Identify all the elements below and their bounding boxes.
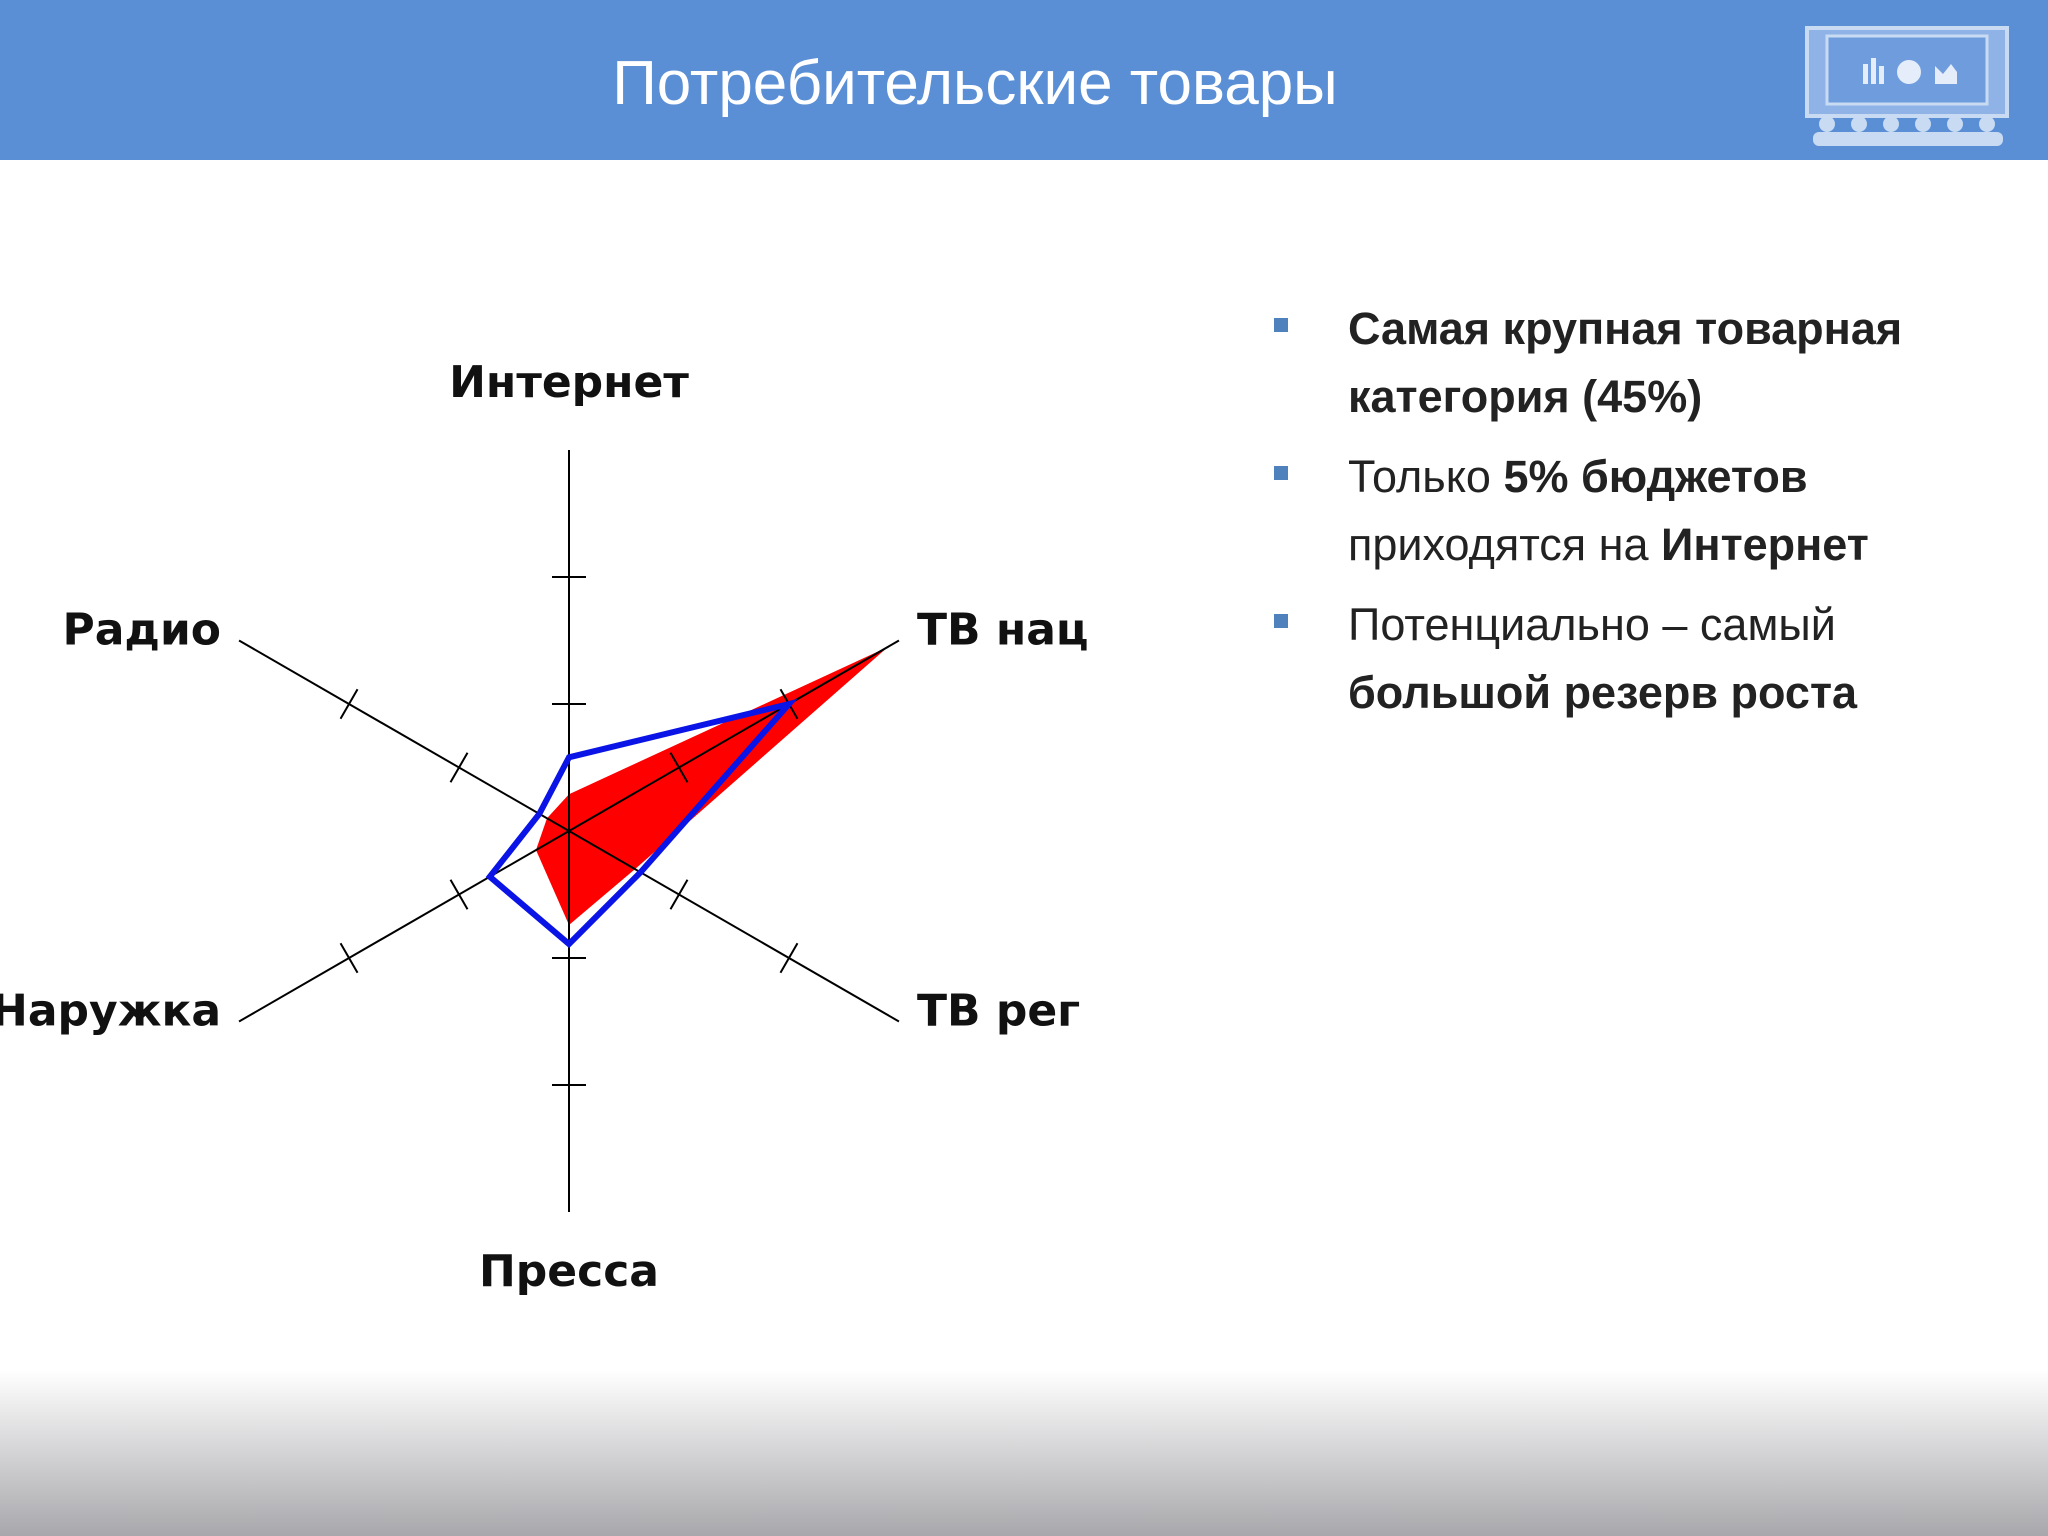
axis-line (238, 639, 570, 832)
bullet-item: Только 5% бюджетов приходятся на Интерне… (1270, 443, 2010, 579)
tick-mark (339, 688, 359, 720)
category-label: Пресса (479, 1246, 659, 1297)
bullet-item: Потенциально – самый большой резерв рост… (1270, 591, 2010, 727)
logo-icon (1805, 26, 2009, 146)
bullet-text: большой резерв роста (1348, 667, 1858, 718)
header-bar: Потребительские товары (0, 0, 2048, 160)
tick-mark (449, 879, 469, 910)
axis-line (568, 639, 900, 832)
bullet-text: Только (1348, 451, 1504, 502)
radar-chart: Интернет ТВ нац ТВ рег Пресса Наружка Радио (0, 357, 1089, 1297)
bullet-text: Самая крупная товарная категория (45%) (1348, 303, 1915, 422)
bullet-item: Самая крупная товарная категория (45%) (1270, 295, 2010, 431)
series-line (485, 698, 798, 949)
bullet-text: Интернет (1661, 519, 1869, 570)
series-area (536, 646, 888, 925)
tick-mark (339, 942, 359, 974)
tick-mark (669, 879, 689, 910)
axis-line (238, 830, 570, 1023)
bullet-text: Потенциально – самый (1348, 599, 1849, 650)
bullet-text: 5% бюджетов (1503, 451, 1808, 502)
category-label: Наружка (0, 986, 221, 1037)
bullet-text: приходятся на (1348, 451, 1821, 570)
category-label: Радио (62, 605, 221, 656)
axis-line (568, 830, 900, 1023)
tick-mark (669, 752, 689, 783)
bullet-list: Самая крупная товарная категория (45%) То… (1270, 295, 2010, 739)
tick-mark (779, 942, 799, 974)
slide-title: Потребительские товары (612, 49, 1338, 118)
category-label: Интернет (449, 357, 689, 408)
tick-mark (449, 752, 469, 783)
category-label: ТВ нац (917, 605, 1089, 656)
footer-gradient (0, 1370, 2048, 1536)
category-label: ТВ рег (917, 986, 1080, 1037)
